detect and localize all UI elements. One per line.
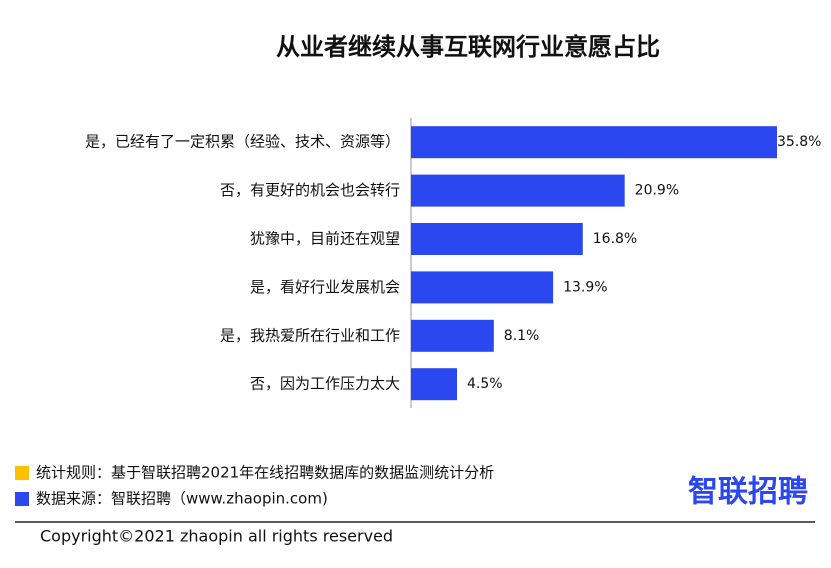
value-label: 35.8% bbox=[777, 134, 821, 150]
note-marker bbox=[15, 466, 29, 480]
value-label: 20.9% bbox=[635, 183, 679, 199]
logo: 智联招聘 bbox=[688, 475, 808, 510]
bar bbox=[411, 126, 777, 159]
category-label: 是，已经有了一定积累（经验、技术、资源等） bbox=[85, 133, 400, 151]
bar bbox=[411, 368, 458, 401]
category-label: 否，有更好的机会也会转行 bbox=[220, 181, 400, 199]
bar bbox=[411, 271, 554, 304]
category-label: 犹豫中，目前还在观望 bbox=[250, 230, 400, 248]
copyright: Copyright©2021 zhaopin all rights reserv… bbox=[40, 527, 393, 546]
note-text: 数据来源：智联招聘（www.zhaopin.com) bbox=[36, 490, 328, 508]
bar bbox=[411, 319, 494, 352]
bar bbox=[411, 174, 625, 207]
bar bbox=[411, 223, 583, 255]
value-label: 4.5% bbox=[467, 376, 503, 392]
value-label: 13.9% bbox=[563, 279, 607, 295]
category-label: 是，我热爱所在行业和工作 bbox=[220, 326, 400, 344]
category-label: 否，因为工作压力太大 bbox=[250, 375, 400, 393]
category-label: 是，看好行业发展机会 bbox=[250, 278, 400, 296]
value-label: 16.8% bbox=[593, 231, 637, 247]
note-text: 统计规则：基于智联招聘2021年在线招聘数据库的数据监测统计分析 bbox=[36, 464, 494, 482]
value-label: 8.1% bbox=[504, 328, 540, 344]
note-marker bbox=[15, 492, 29, 506]
chart-title: 从业者继续从事互联网行业意愿占比 bbox=[276, 33, 660, 61]
